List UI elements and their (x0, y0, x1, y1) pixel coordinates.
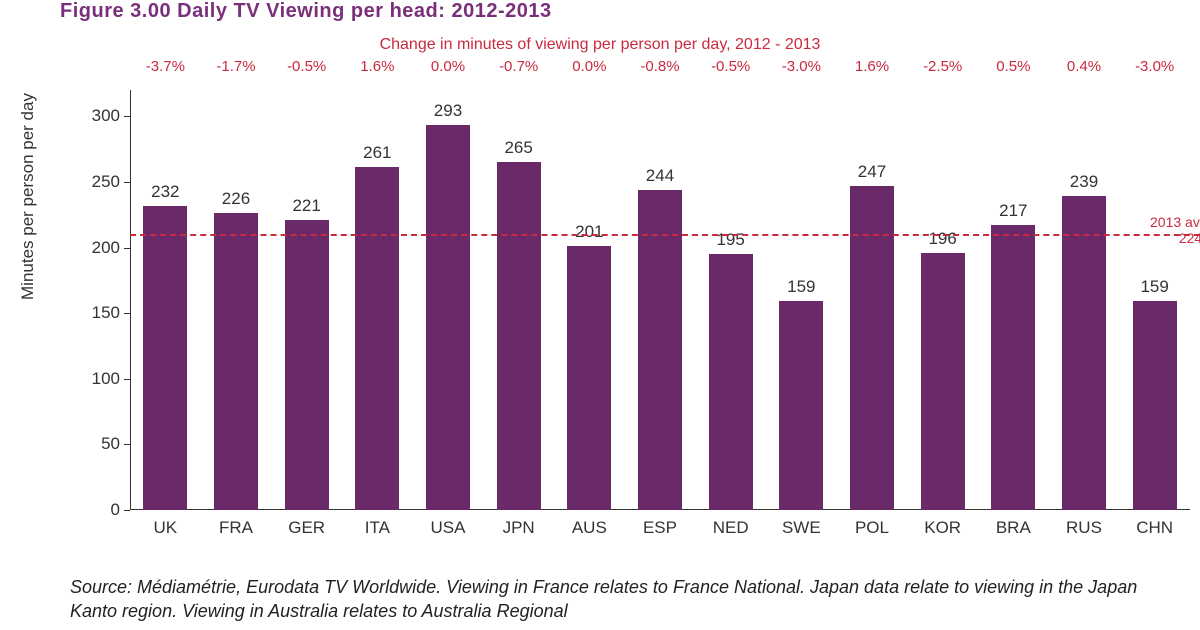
x-category-label: GER (271, 518, 342, 538)
bar-value-label: 293 (413, 101, 484, 121)
x-category-label: RUS (1049, 518, 1120, 538)
bar (214, 213, 258, 510)
y-tick-label: 0 (70, 500, 130, 520)
average-reference-label: 2013 average 224 mins (1150, 214, 1200, 246)
x-category-label: ESP (625, 518, 696, 538)
pct-change-label: 1.6% (837, 58, 908, 75)
x-category-label: FRA (201, 518, 272, 538)
pct-change-label: 1.6% (342, 58, 413, 75)
bar (921, 253, 965, 510)
y-tick-label: 150 (70, 303, 130, 323)
y-tick-mark (124, 116, 130, 117)
bar-value-label: 244 (625, 166, 696, 186)
bar-value-label: 201 (554, 222, 625, 242)
y-tick-label: 200 (70, 238, 130, 258)
x-category-label: POL (837, 518, 908, 538)
pct-change-label: 0.0% (413, 58, 484, 75)
bar (497, 162, 541, 510)
bar (779, 301, 823, 510)
bar-slot: 2170.5%BRA (978, 90, 1049, 510)
bar-value-label: 232 (130, 182, 201, 202)
figure-title: Figure 3.00 Daily TV Viewing per head: 2… (60, 0, 552, 23)
x-category-label: JPN (483, 518, 554, 538)
bar (638, 190, 682, 510)
y-tick-label: 250 (70, 172, 130, 192)
pct-change-label: -3.0% (766, 58, 837, 75)
bar-value-label: 226 (201, 189, 272, 209)
x-category-label: SWE (766, 518, 837, 538)
x-category-label: ITA (342, 518, 413, 538)
y-tick-label: 50 (70, 434, 130, 454)
pct-change-label: -0.5% (271, 58, 342, 75)
bar (991, 225, 1035, 510)
change-header: Change in minutes of viewing per person … (0, 36, 1200, 54)
y-tick-mark (124, 444, 130, 445)
bar-slot: 2010.0%AUS (554, 90, 625, 510)
x-category-label: AUS (554, 518, 625, 538)
x-category-label: BRA (978, 518, 1049, 538)
bar-slot: 195-0.5%NED (695, 90, 766, 510)
bar (567, 246, 611, 510)
pct-change-label: -3.7% (130, 58, 201, 75)
bar-slot: 159-3.0%CHN (1119, 90, 1190, 510)
bar (1062, 196, 1106, 510)
bar (709, 254, 753, 510)
pct-change-label: -0.5% (695, 58, 766, 75)
bar (143, 206, 187, 511)
x-category-label: USA (413, 518, 484, 538)
pct-change-label: 0.0% (554, 58, 625, 75)
bar (426, 125, 470, 510)
x-category-label: KOR (907, 518, 978, 538)
y-tick-mark (124, 313, 130, 314)
avg-label-top: 2013 average (1150, 214, 1200, 230)
bar-slot: 2611.6%ITA (342, 90, 413, 510)
bar-value-label: 261 (342, 143, 413, 163)
bar-slot: 159-3.0%SWE (766, 90, 837, 510)
y-tick-mark (124, 510, 130, 511)
bar-slot: 265-0.7%JPN (483, 90, 554, 510)
bar-slot: 2390.4%RUS (1049, 90, 1120, 510)
avg-label-bottom: 224 mins (1179, 230, 1200, 246)
y-axis-label: Minutes per person per day (18, 93, 38, 300)
bar-value-label: 159 (766, 277, 837, 297)
pct-change-label: 0.4% (1049, 58, 1120, 75)
bar-slot: 232-3.7%UK (130, 90, 201, 510)
bar-value-label: 247 (837, 162, 908, 182)
bar-slot: 2471.6%POL (837, 90, 908, 510)
pct-change-label: -1.7% (201, 58, 272, 75)
bar-value-label: 195 (695, 230, 766, 250)
bar (285, 220, 329, 510)
pct-change-label: -0.8% (625, 58, 696, 75)
y-tick-mark (124, 379, 130, 380)
average-reference-line (130, 234, 1200, 236)
bar-value-label: 217 (978, 201, 1049, 221)
x-category-label: NED (695, 518, 766, 538)
bar-slot: 196-2.5%KOR (907, 90, 978, 510)
pct-change-label: -0.7% (483, 58, 554, 75)
pct-change-label: -2.5% (907, 58, 978, 75)
bar (1133, 301, 1177, 510)
bar-value-label: 159 (1119, 277, 1190, 297)
source-note: Source: Médiamétrie, Eurodata TV Worldwi… (70, 575, 1160, 624)
bar-value-label: 221 (271, 196, 342, 216)
x-category-label: CHN (1119, 518, 1190, 538)
bar-value-label: 239 (1049, 172, 1120, 192)
plot-area: 232-3.7%UK226-1.7%FRA221-0.5%GER2611.6%I… (130, 90, 1190, 510)
y-tick-mark (124, 182, 130, 183)
bars-container: 232-3.7%UK226-1.7%FRA221-0.5%GER2611.6%I… (130, 90, 1190, 510)
bar-value-label: 196 (907, 229, 978, 249)
y-tick-label: 100 (70, 369, 130, 389)
bar-slot: 221-0.5%GER (271, 90, 342, 510)
bar-slot: 244-0.8%ESP (625, 90, 696, 510)
bar (355, 167, 399, 510)
y-tick-label: 300 (70, 106, 130, 126)
bar-value-label: 265 (483, 138, 554, 158)
bar-slot: 226-1.7%FRA (201, 90, 272, 510)
pct-change-label: 0.5% (978, 58, 1049, 75)
y-tick-mark (124, 248, 130, 249)
pct-change-label: -3.0% (1119, 58, 1190, 75)
bar-slot: 2930.0%USA (413, 90, 484, 510)
x-category-label: UK (130, 518, 201, 538)
